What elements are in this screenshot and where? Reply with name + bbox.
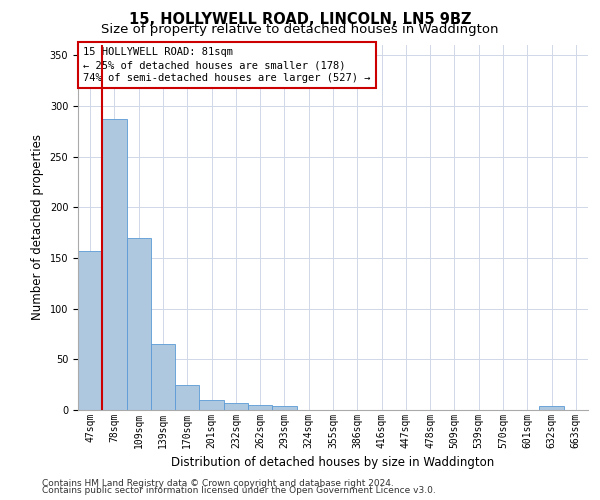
Text: 15 HOLLYWELL ROAD: 81sqm
← 25% of detached houses are smaller (178)
74% of semi-: 15 HOLLYWELL ROAD: 81sqm ← 25% of detach… (83, 47, 371, 83)
Text: Contains public sector information licensed under the Open Government Licence v3: Contains public sector information licen… (42, 486, 436, 495)
Bar (151, 344, 175, 410)
Bar (175, 384, 199, 410)
Bar (224, 403, 248, 410)
X-axis label: Distribution of detached houses by size in Waddington: Distribution of detached houses by size … (172, 456, 494, 469)
Text: Size of property relative to detached houses in Waddington: Size of property relative to detached ho… (101, 22, 499, 36)
Bar (248, 405, 272, 410)
Text: Contains HM Land Registry data © Crown copyright and database right 2024.: Contains HM Land Registry data © Crown c… (42, 478, 394, 488)
Y-axis label: Number of detached properties: Number of detached properties (31, 134, 44, 320)
Text: 15, HOLLYWELL ROAD, LINCOLN, LN5 9BZ: 15, HOLLYWELL ROAD, LINCOLN, LN5 9BZ (129, 12, 471, 28)
Bar (102, 119, 127, 410)
Bar (539, 406, 564, 410)
Bar (127, 238, 151, 410)
Bar (78, 251, 102, 410)
Bar (199, 400, 224, 410)
Bar (272, 406, 296, 410)
